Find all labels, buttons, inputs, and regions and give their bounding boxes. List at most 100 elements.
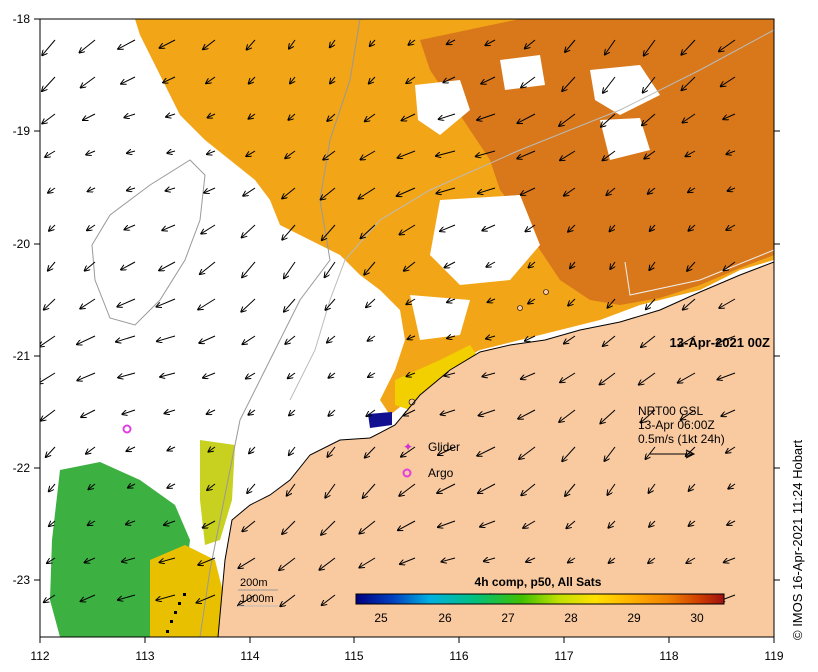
current-vector bbox=[163, 76, 176, 83]
current-vector bbox=[401, 446, 416, 457]
current-vector bbox=[643, 76, 656, 93]
current-vector bbox=[605, 39, 616, 55]
argo-float[interactable] bbox=[122, 424, 132, 434]
current-vector bbox=[521, 483, 536, 495]
current-vector bbox=[40, 372, 56, 384]
current-vector bbox=[477, 446, 496, 456]
current-vector bbox=[124, 114, 136, 118]
colorbar-title: 4h comp, p50, All Sats bbox=[475, 575, 602, 589]
current-vector bbox=[648, 557, 656, 563]
current-vector bbox=[728, 188, 736, 191]
current-vector bbox=[238, 594, 256, 605]
current-vector bbox=[404, 261, 416, 271]
current-vector bbox=[608, 520, 616, 528]
current-vector bbox=[646, 446, 656, 459]
current-vector bbox=[157, 335, 176, 341]
current-vector bbox=[447, 40, 456, 44]
island bbox=[517, 305, 523, 311]
current-vector bbox=[282, 224, 296, 240]
current-vector bbox=[438, 520, 456, 527]
current-vector bbox=[689, 521, 696, 526]
glider-track bbox=[166, 593, 186, 633]
current-vector bbox=[157, 298, 176, 307]
current-vector bbox=[327, 335, 336, 343]
current-vector bbox=[603, 335, 616, 346]
current-vector bbox=[322, 594, 336, 605]
current-vector bbox=[568, 298, 576, 306]
current-vector bbox=[678, 372, 696, 383]
current-vector bbox=[478, 187, 496, 193]
current-vector bbox=[609, 558, 616, 563]
current-vector bbox=[686, 150, 696, 156]
current-vector bbox=[564, 335, 576, 344]
current-vector bbox=[603, 76, 616, 93]
current-vector bbox=[682, 76, 696, 90]
current-vector bbox=[485, 39, 496, 45]
current-vector bbox=[566, 520, 576, 528]
current-vector bbox=[521, 187, 536, 195]
current-vector bbox=[648, 187, 656, 194]
current-vector bbox=[325, 298, 336, 310]
x-tick-label: 119 bbox=[764, 649, 783, 663]
current-vector bbox=[327, 113, 336, 121]
current-vector bbox=[159, 261, 176, 270]
current-vector bbox=[160, 557, 176, 562]
current-vector bbox=[600, 372, 616, 385]
timestamp-label: 13-Apr-2021 00Z bbox=[670, 335, 770, 350]
current-vector bbox=[570, 261, 575, 268]
current-vector bbox=[198, 298, 216, 310]
current-vector bbox=[207, 410, 216, 414]
current-vector bbox=[206, 76, 216, 83]
current-vector bbox=[488, 299, 496, 302]
contour-offshore bbox=[624, 249, 774, 296]
current-vector bbox=[484, 558, 496, 561]
current-vector bbox=[289, 39, 296, 49]
colorbar-tick-label: 27 bbox=[501, 611, 515, 625]
current-vector bbox=[321, 187, 336, 200]
current-vector bbox=[288, 372, 296, 378]
current-vector bbox=[321, 520, 336, 535]
current-vector bbox=[284, 298, 296, 312]
coastline bbox=[217, 261, 774, 637]
current-vector bbox=[644, 39, 656, 56]
current-vector bbox=[285, 150, 296, 158]
contour-legend: 200m 1000m bbox=[238, 577, 278, 607]
sst-cool-fringe bbox=[150, 545, 225, 637]
current-vector bbox=[198, 557, 216, 565]
current-vector bbox=[164, 521, 176, 525]
cloud-gap-3 bbox=[430, 195, 540, 285]
current-vector bbox=[330, 39, 336, 47]
current-vector bbox=[686, 446, 696, 456]
current-vector bbox=[118, 39, 136, 49]
current-vector bbox=[519, 446, 536, 459]
current-vector bbox=[600, 409, 616, 423]
current-vector bbox=[167, 484, 176, 488]
current-vector bbox=[285, 335, 296, 344]
current-vector bbox=[644, 150, 656, 159]
colorbar-gradient bbox=[355, 593, 725, 605]
current-vector bbox=[726, 224, 736, 230]
current-vector bbox=[639, 372, 656, 385]
current-vector bbox=[327, 446, 336, 457]
current-vector bbox=[199, 335, 216, 343]
current-vector bbox=[42, 39, 56, 55]
current-vector bbox=[208, 114, 216, 118]
current-vector bbox=[49, 483, 56, 491]
sst-yellow-band bbox=[395, 345, 480, 410]
y-tick-label: -23 bbox=[13, 573, 31, 587]
current-vector bbox=[289, 409, 296, 415]
y-axis: -18 -19 -20 -21 -22 -23 bbox=[13, 12, 780, 587]
current-vector bbox=[249, 76, 256, 84]
current-vector bbox=[116, 335, 136, 342]
current-vector bbox=[201, 224, 216, 234]
symbol-legend: ✦ Glider Argo bbox=[402, 440, 460, 480]
current-vector bbox=[683, 113, 696, 123]
current-vector bbox=[81, 409, 96, 417]
credit-label: © IMOS 16-Apr-2021 11:24 Hobart bbox=[790, 439, 805, 640]
current-vector bbox=[363, 483, 376, 498]
current-vector bbox=[282, 187, 296, 198]
current-vector bbox=[359, 557, 376, 568]
current-vector bbox=[361, 150, 376, 160]
current-vector bbox=[477, 113, 496, 120]
current-vector bbox=[399, 483, 416, 496]
